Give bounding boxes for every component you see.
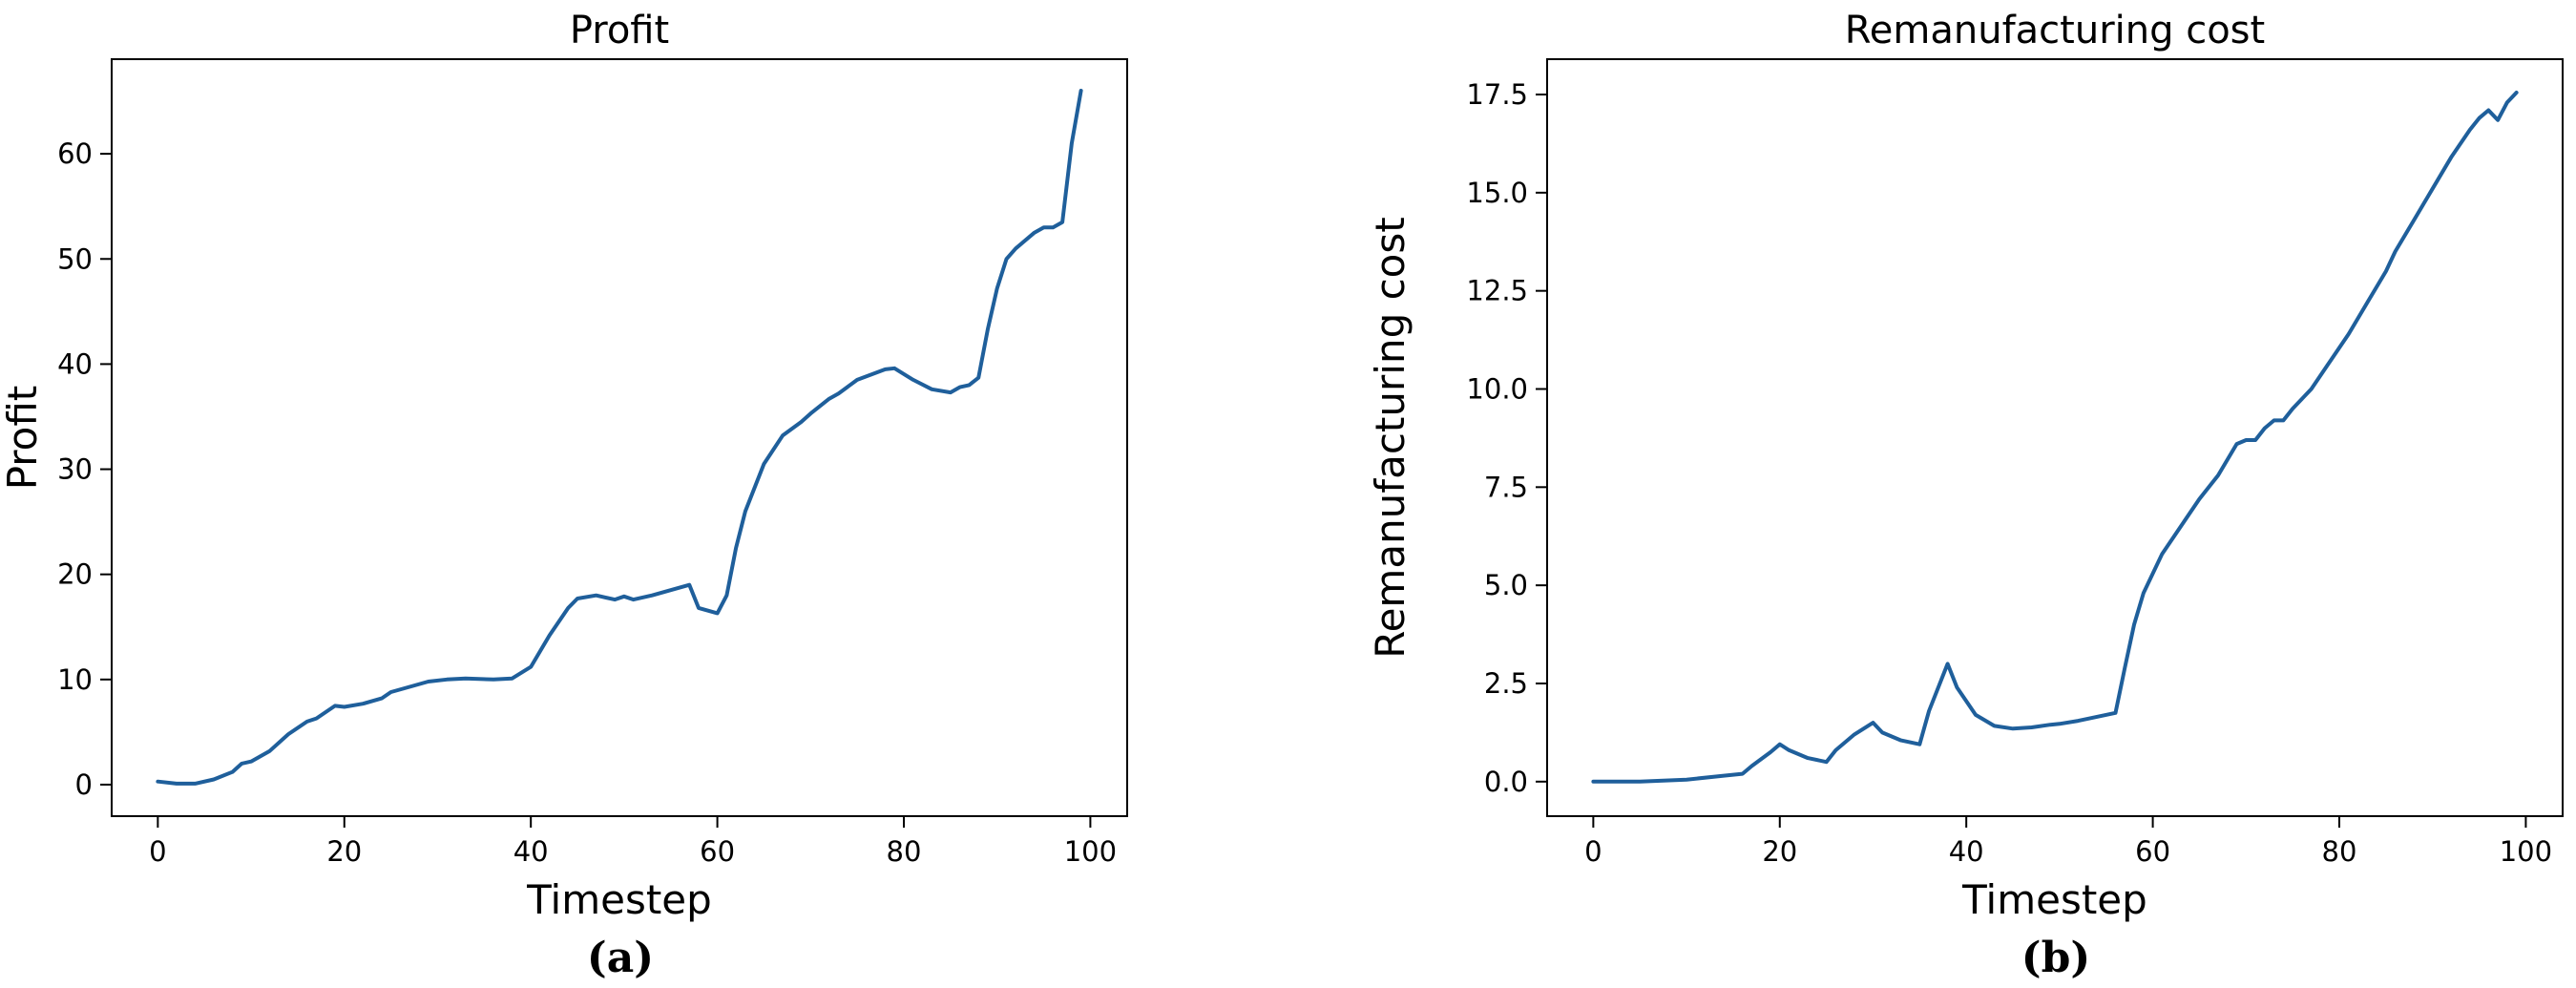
remanufacturing-cost-x-tick-label: 0 <box>1584 835 1602 868</box>
remanufacturing-cost-y-tick-label: 2.5 <box>1484 667 1528 700</box>
profit-y-tick-label: 30 <box>57 453 93 486</box>
profit-chart: 0 20 40 60 80 100 0 10 20 30 40 50 60 Profit Timestep P… <box>0 9 1128 923</box>
profit-y-tick-label: 50 <box>57 242 93 275</box>
remanufacturing-cost-y-tick-label: 10.0 <box>1466 372 1528 405</box>
remanufacturing-cost-x-tick-label: 60 <box>2135 835 2170 868</box>
profit-x-axis-label: Timestep <box>526 876 712 923</box>
profit-x-tick-label: 80 <box>887 835 922 868</box>
profit-x-tick-label: 20 <box>326 835 362 868</box>
profit-y-tick-label: 10 <box>57 663 93 696</box>
profit-x-tick-label: 100 <box>1064 835 1117 868</box>
remanufacturing-cost-y-tick-label: 0.0 <box>1484 766 1528 798</box>
remanufacturing-cost-x-tick-label: 20 <box>1762 835 1797 868</box>
profit-y-tick-label: 0 <box>75 768 93 801</box>
remanufacturing-cost-y-tick-label: 17.5 <box>1466 78 1528 111</box>
panel-caption-b: (b) <box>2021 934 2091 982</box>
remanufacturing-cost-series-line <box>1591 91 2519 784</box>
profit-axes-frame <box>111 58 1128 817</box>
profit-y-tick-label: 60 <box>57 137 93 170</box>
remanufacturing-cost-y-axis-label: Remanufacturing cost <box>1367 217 1414 658</box>
remanufacturing-cost-title: Remanufacturing cost <box>1845 9 2265 53</box>
remanufacturing-cost-axes-frame <box>1546 58 2564 817</box>
remanufacturing-cost-y-tick-label: 7.5 <box>1484 471 1528 503</box>
profit-x-tick-label: 0 <box>149 835 166 868</box>
remanufacturing-cost-x-tick-label: 80 <box>2322 835 2357 868</box>
remanufacturing-cost-y-tick-label: 5.0 <box>1484 569 1528 601</box>
remanufacturing-cost-chart: 0 20 40 60 80 100 0.0 2.5 5.0 7.5 10.0 12.5 15.0 17.5… <box>1367 9 2564 923</box>
remanufacturing-cost-y-tick-label: 15.0 <box>1466 177 1528 209</box>
remanufacturing-cost-x-axis-label: Timestep <box>1961 876 2147 923</box>
profit-y-tick-label: 20 <box>57 558 93 591</box>
profit-y-tick-label: 40 <box>57 347 93 380</box>
profit-series-line <box>156 89 1083 786</box>
profit-x-tick-label: 40 <box>513 835 549 868</box>
panel-caption-a: (a) <box>586 934 655 982</box>
profit-y-axis-label: Profit <box>0 386 46 491</box>
remanufacturing-cost-x-tick-label: 40 <box>1949 835 1984 868</box>
remanufacturing-cost-y-tick-label: 12.5 <box>1466 275 1528 307</box>
profit-x-tick-label: 60 <box>700 835 735 868</box>
remanufacturing-cost-x-tick-label: 100 <box>2500 835 2552 868</box>
profit-title: Profit <box>570 9 669 53</box>
